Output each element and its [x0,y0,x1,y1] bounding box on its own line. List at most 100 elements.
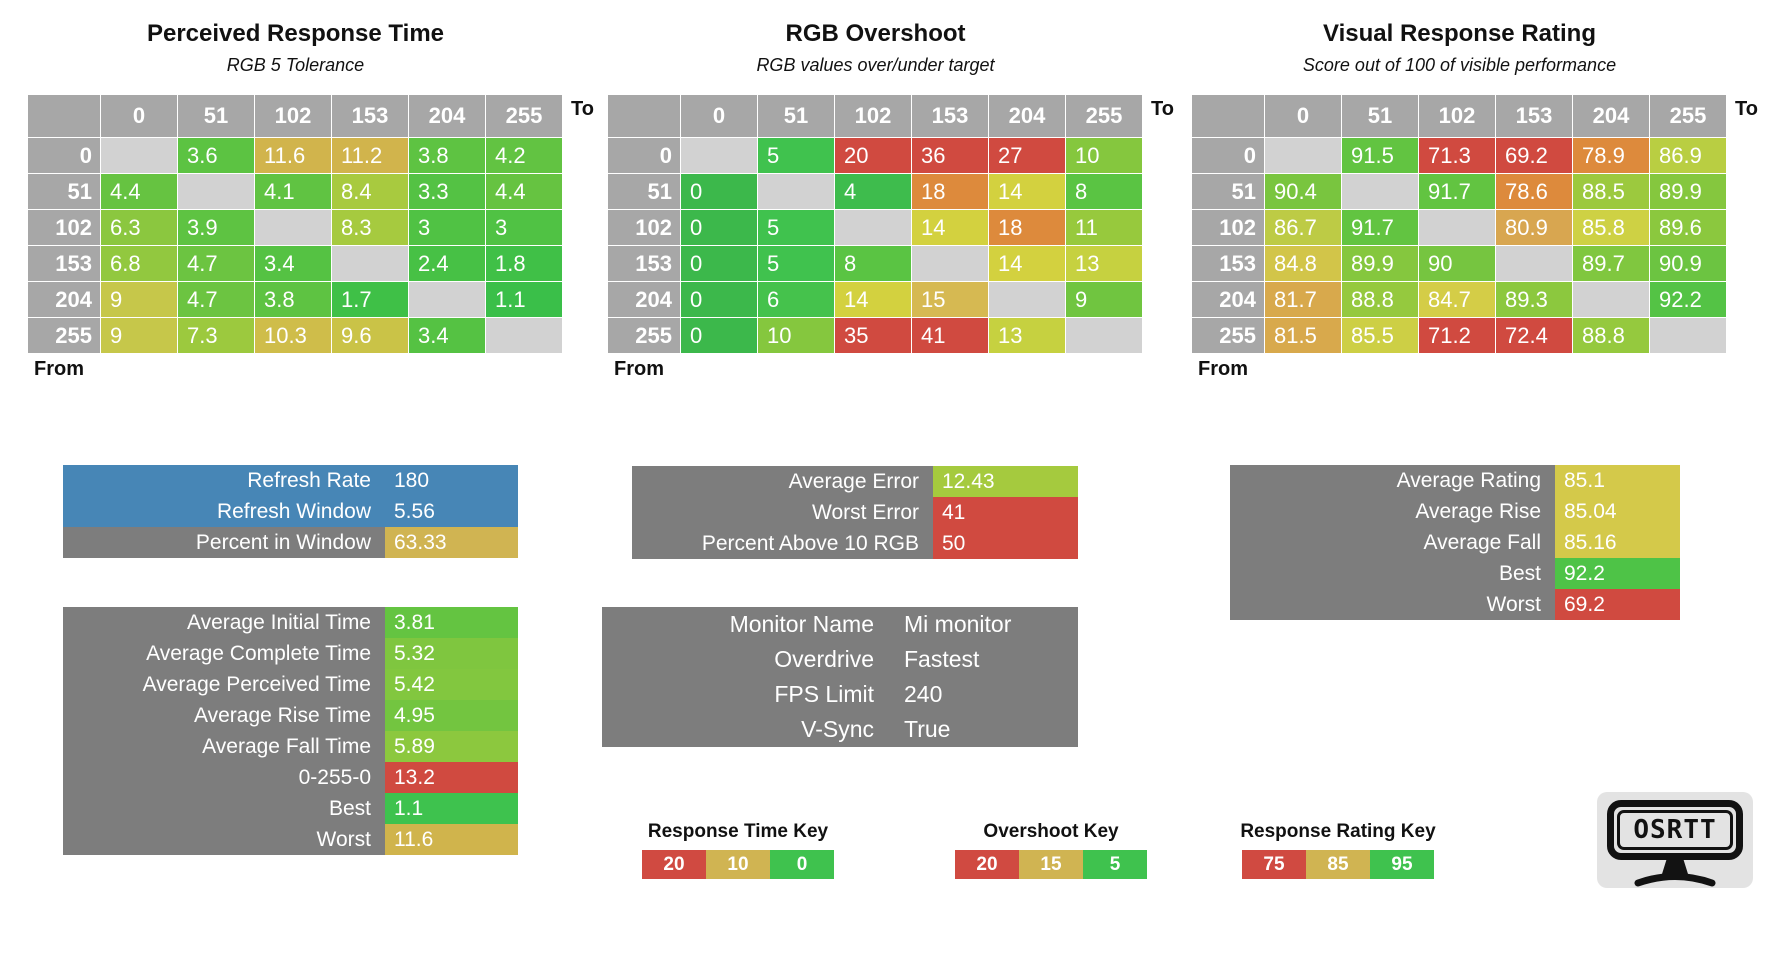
heatmap-cell: 89.6 [1650,210,1726,245]
chart-title: Visual Response Rating [1323,20,1596,47]
heatmap-cell: 88.5 [1573,174,1649,209]
heatmap-cell: 5 [758,246,834,281]
chart-title: RGB Overshoot [785,20,966,47]
stat-row: Worst Error 41 [632,497,1078,528]
stat-label: Average Fall [1230,527,1555,558]
column-header: 0 [681,95,757,137]
heatmap-cell: 18 [912,174,988,209]
row-header: 204 [608,282,680,317]
heatmap-cell: 3.4 [255,246,331,281]
heatmap-grid: 0 51 102 153 204 255 0 5 20 36 27 10 51 0 4 18 14 8 102 0 5 1… [608,95,1142,353]
heatmap-cell: 78.6 [1496,174,1572,209]
heatmap-cell: 5 [758,138,834,173]
column-header: 0 [1265,95,1341,137]
axis-label-to: To [1735,98,1758,120]
stat-row: Refresh Rate 180 [63,465,518,496]
column-header: 204 [409,95,485,137]
heatmap-cell: 27 [989,138,1065,173]
stat-value: 69.2 [1555,589,1680,620]
stat-value: 85.04 [1555,496,1680,527]
heatmap-cell: 0 [681,318,757,353]
stat-row: Monitor Name Mi monitor [602,607,1078,642]
stat-label: Refresh Window [63,496,385,527]
axis-label-from: From [1198,358,1248,380]
row-header: 153 [1192,246,1264,281]
legend-title: Overshoot Key [983,821,1119,842]
heatmap-cell: 1.8 [486,246,562,281]
stat-row: Average Fall 85.16 [1230,527,1680,558]
column-header: 102 [255,95,331,137]
stat-row: Overdrive Fastest [602,642,1078,677]
monitor-stand-icon [1634,858,1716,887]
osrtt-logo: OSRTT [1597,792,1753,888]
stat-label: Best [63,793,385,824]
heatmap-rgb-overshoot: RGB Overshoot RGB values over/under targe… [608,0,1208,392]
heatmap-cell: 4.7 [178,246,254,281]
heatmap-cell: 9 [101,318,177,353]
column-header: 255 [1066,95,1142,137]
stat-value: 180 [385,465,518,496]
stat-value: 4.95 [385,700,518,731]
chart-title: Perceived Response Time [146,20,445,47]
stat-row: Average Error 12.43 [632,466,1078,497]
heatmap-cell: 11.2 [332,138,408,173]
row-header: 153 [608,246,680,281]
heatmap-cell: 3 [486,210,562,245]
heatmap-cell: 13 [1066,246,1142,281]
stat-label: Average Error [632,466,933,497]
legend-title: Response Rating Key [1240,821,1436,842]
stat-label: Percent Above 10 RGB [632,528,933,559]
stat-label: Percent in Window [63,527,385,558]
stat-label: Average Complete Time [63,638,385,669]
row-header: 0 [1192,138,1264,173]
heatmap-diagonal-cell [332,246,408,281]
stat-value: Fastest [904,646,980,672]
heatmap-cell: 11.6 [255,138,331,173]
heatmap-cell: 89.9 [1650,174,1726,209]
stat-row: Best 1.1 [63,793,518,824]
heatmap-cell: 3.3 [409,174,485,209]
column-header: 153 [912,95,988,137]
legend-stops: 75 85 95 [1242,850,1434,879]
stat-label: Worst [1230,589,1555,620]
stat-value: 5.56 [385,496,518,527]
stat-row: Percent in Window 63.33 [63,527,518,558]
column-header: 204 [989,95,1065,137]
stat-label: Worst Error [632,497,933,528]
stat-label: Monitor Name [729,611,874,637]
heatmap-cell: 85.5 [1342,318,1418,353]
legend-stop: 0 [770,850,834,879]
heatmap-diagonal-cell [681,138,757,173]
heatmap-diagonal-cell [1342,174,1418,209]
heatmap-cell: 89.7 [1573,246,1649,281]
stat-value: 13.2 [385,762,518,793]
row-header: 204 [28,282,100,317]
heatmap-cell: 6.3 [101,210,177,245]
monitor-screen: OSRTT [1617,810,1733,850]
column-header: 153 [332,95,408,137]
heatmap-diagonal-cell [989,282,1065,317]
stat-row: Worst 11.6 [63,824,518,855]
heatmap-cell: 89.3 [1496,282,1572,317]
heatmap-cell: 4 [835,174,911,209]
logo-text: OSRTT [1633,815,1717,845]
heatmap-cell: 84.7 [1419,282,1495,317]
row-header: 51 [28,174,100,209]
heatmap-diagonal-cell [1265,138,1341,173]
legend-response-rating-key: Response Rating Key 75 85 95 [1240,821,1436,879]
heatmap-cell: 4.4 [101,174,177,209]
heatmap-cell: 0 [681,246,757,281]
heatmap-cell: 92.2 [1650,282,1726,317]
stat-value: 5.89 [385,731,518,762]
chart-subtitle: Score out of 100 of visible performance [1302,55,1617,75]
stat-row: Average Perceived Time 5.42 [63,669,518,700]
stat-label: Overdrive [774,646,874,672]
heatmap-cell: 69.2 [1496,138,1572,173]
heatmap-cell: 90 [1419,246,1495,281]
column-header: 204 [1573,95,1649,137]
heatmap-cell: 35 [835,318,911,353]
heatmap-cell: 78.9 [1573,138,1649,173]
heatmap-cell: 84.8 [1265,246,1341,281]
stat-label: 0-255-0 [63,762,385,793]
heatmap-cell: 0 [681,210,757,245]
